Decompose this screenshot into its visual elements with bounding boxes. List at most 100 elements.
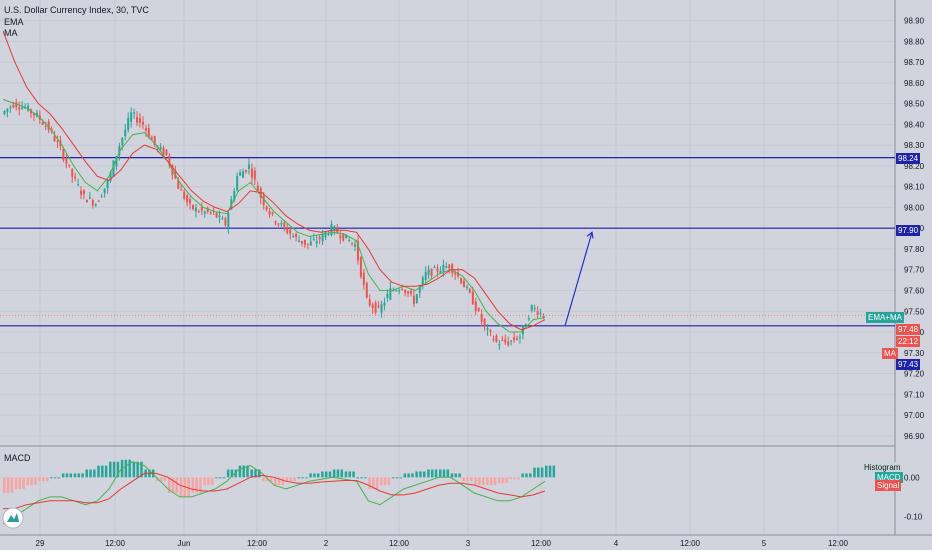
ma-series <box>2 30 546 331</box>
candle-body <box>362 272 365 285</box>
candle-body <box>15 102 18 108</box>
candle-body <box>465 286 468 288</box>
histogram-bar <box>446 469 450 478</box>
time-tick-label: 12:00 <box>828 539 849 548</box>
histogram-bar <box>332 469 336 478</box>
price-axis[interactable]: 96.9097.0097.1097.2097.3097.4097.5097.60… <box>904 17 925 522</box>
candle-body <box>177 179 180 189</box>
candle-body <box>539 312 542 314</box>
candle-body <box>127 117 130 130</box>
arrow-shaft[interactable] <box>564 232 593 326</box>
candle-body <box>380 304 383 313</box>
candle-body <box>189 199 192 204</box>
price-tick-label: 97.20 <box>904 370 925 379</box>
candle-body <box>365 282 368 298</box>
histogram-bar <box>497 477 501 484</box>
ema-line <box>2 98 546 333</box>
candle-body <box>91 200 94 206</box>
ema-legend[interactable]: EMA <box>4 17 24 27</box>
histogram-bar <box>537 467 540 478</box>
histogram-bar <box>450 473 454 478</box>
candle-body <box>492 339 495 341</box>
candle-body <box>462 280 465 288</box>
histogram-bar <box>156 477 159 482</box>
ma-legend[interactable]: MA <box>4 28 18 38</box>
histogram-bar <box>34 477 37 486</box>
candle-body <box>516 338 519 340</box>
candle-body <box>415 294 418 303</box>
histogram-bar <box>387 477 391 486</box>
histogram-bar <box>517 477 520 480</box>
histogram-bar <box>474 477 477 486</box>
histogram-bar <box>328 471 332 478</box>
histogram-bar <box>6 477 10 493</box>
histogram-bar <box>89 469 92 478</box>
histogram-bar <box>316 473 320 478</box>
candle-body <box>448 264 451 269</box>
histogram-bar <box>375 477 379 490</box>
histogram-bar <box>179 477 183 497</box>
candle-body <box>100 196 103 198</box>
candle-body <box>109 172 112 181</box>
price-tick-label: 98.10 <box>904 183 925 192</box>
histogram-bar <box>30 477 33 486</box>
candle-body <box>336 229 339 234</box>
candle-body <box>409 290 412 294</box>
histogram-bar <box>53 477 57 479</box>
candle-body <box>474 301 477 311</box>
candle-body <box>233 191 236 201</box>
candle-body <box>124 129 127 136</box>
candle-body <box>300 240 303 244</box>
candle-body <box>368 299 371 306</box>
candle-body <box>74 176 77 179</box>
price-tick-label: 97.10 <box>904 390 925 399</box>
price-tick-label: 98.40 <box>904 120 925 129</box>
projection-arrow[interactable] <box>564 231 594 326</box>
candle-body <box>298 240 301 242</box>
candle-body <box>41 122 44 125</box>
histogram-bar <box>478 477 481 486</box>
histogram-bar <box>548 465 552 478</box>
candle-body <box>253 170 256 180</box>
candle-body <box>103 188 106 194</box>
histogram-bar <box>438 469 442 478</box>
histogram-bar <box>289 477 293 482</box>
signal-legend-tag: Signal <box>875 480 902 491</box>
level-label-98-24: 98.24 <box>896 153 921 164</box>
histogram-bar <box>14 477 18 490</box>
candle-body <box>6 108 9 112</box>
candle-body <box>215 212 218 218</box>
time-axis[interactable]: 29 12:00 Jun 12:00 2 12:00 3 12:00 4 12:00 5 12:00 <box>36 539 849 548</box>
candle-body <box>88 197 91 199</box>
candle-body <box>183 191 186 199</box>
time-tick-label: 12:00 <box>389 539 410 548</box>
histogram-bar <box>93 469 96 478</box>
histogram-bar <box>42 477 45 482</box>
histogram-bar <box>258 469 261 478</box>
candle-body <box>62 148 65 160</box>
candle-body <box>486 327 489 330</box>
candle-body <box>527 318 530 320</box>
horizontal-levels[interactable] <box>0 156 895 327</box>
price-tick-label: 98.90 <box>904 17 925 26</box>
histogram-bar <box>167 477 171 493</box>
time-tick-label: 12:00 <box>247 539 268 548</box>
candle-body <box>165 149 168 155</box>
tradingview-logo[interactable] <box>2 507 24 529</box>
histogram-bar <box>340 469 344 478</box>
candle-body <box>97 200 100 202</box>
candle-body <box>121 137 124 145</box>
macd-tick-label: 0.00 <box>904 473 920 482</box>
histogram-bar <box>132 461 136 478</box>
histogram-bar <box>77 473 80 478</box>
candle-body <box>407 291 410 294</box>
histogram-bar <box>297 477 301 479</box>
candle-body <box>194 207 197 212</box>
macd-legend[interactable]: MACD <box>4 453 31 463</box>
histogram-bar <box>505 477 508 484</box>
candle-body <box>53 135 56 142</box>
histogram-bar <box>430 469 434 478</box>
candle-body <box>3 110 6 115</box>
price-tick-label: 98.30 <box>904 141 925 150</box>
